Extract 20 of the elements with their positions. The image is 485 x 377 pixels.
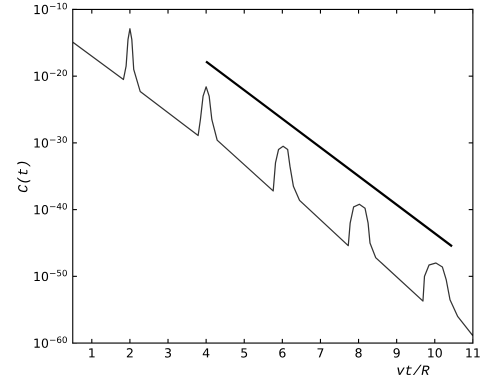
y-tick-label: 10$^{−10}$	[34, 2, 67, 14]
x-axis-title: vt/R	[397, 364, 430, 375]
y-tick-label: 10$^{−30}$	[34, 136, 67, 148]
x-tick-label: 8	[355, 348, 362, 358]
y-tick-label: 10$^{−60}$	[34, 336, 67, 348]
x-tick-label: 4	[202, 348, 210, 358]
line-series	[72, 28, 473, 336]
x-tick-label: 10	[428, 348, 442, 358]
x-tick-label: 3	[164, 348, 171, 358]
y-tick-label: 10$^{−20}$	[34, 70, 67, 81]
y-axis-title: C(t)	[17, 162, 30, 192]
x-tick-label: 5	[241, 348, 248, 358]
x-tick-label: 6	[279, 348, 286, 358]
x-tick-label: 9	[393, 348, 400, 358]
x-tick-label: 2	[126, 348, 133, 358]
y-tick-label: 10$^{−40}$	[34, 202, 67, 214]
x-tick-label: 11	[466, 348, 480, 358]
x-tick-label: 1	[89, 348, 95, 358]
y-tick-label: 10$^{−50}$	[34, 270, 67, 282]
x-tick-label: 7	[317, 348, 324, 358]
